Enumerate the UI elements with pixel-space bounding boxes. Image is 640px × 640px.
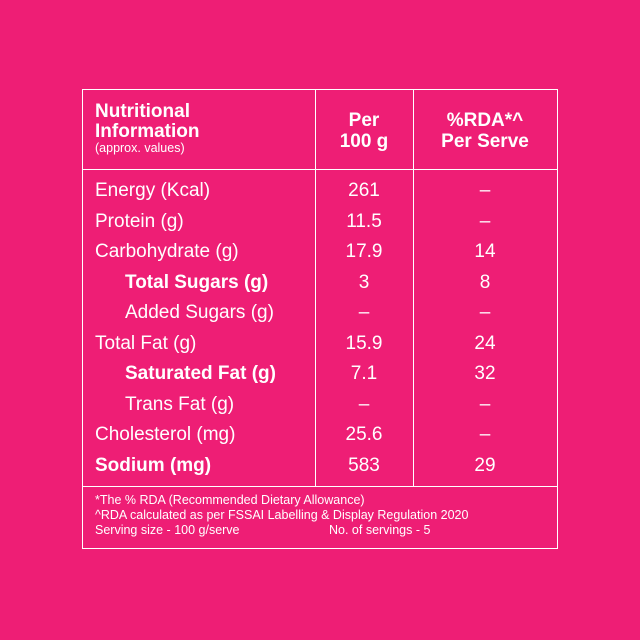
per-100g-value: – <box>358 302 370 323</box>
table-row: Total Fat (g) 15.9 24 <box>83 329 557 360</box>
rda-value: 8 <box>479 271 491 293</box>
table-row: Total Sugars (g) 3 8 <box>83 268 557 299</box>
rda-value: 24 <box>474 332 496 354</box>
table-row: Cholesterol (mg) 25.6 – <box>83 420 557 451</box>
regulation-footnote: ^RDA calculated as per FSSAI Labelling &… <box>95 508 469 522</box>
rda-value: – <box>479 180 491 201</box>
table-row: Protein (g) 11.5 – <box>83 207 557 238</box>
per-100g-value: 583 <box>348 454 380 476</box>
rda-value: 29 <box>474 454 496 476</box>
rda-footnote: *The % RDA (Recommended Dietary Allowanc… <box>95 493 365 507</box>
per-100g-value: 3 <box>358 271 370 293</box>
table-row: Added Sugars (g) – – <box>83 298 557 329</box>
nutrient-label: Total Sugars (g) <box>125 271 269 293</box>
column-divider <box>315 90 316 487</box>
nutrient-label: Protein (g) <box>95 210 184 232</box>
header-divider <box>83 169 557 170</box>
nutrient-label: Cholesterol (mg) <box>95 424 236 445</box>
title-line-1: Nutritional <box>95 101 190 122</box>
per-100g-value: 15.9 <box>345 332 383 354</box>
table-row: Saturated Fat (g) 7.1 32 <box>83 359 557 390</box>
rda-value: 14 <box>474 241 496 262</box>
table-row: Energy (Kcal) 261 – <box>83 176 557 207</box>
table-row: Sodium (mg) 583 29 <box>83 451 557 482</box>
nutrient-rows: Energy (Kcal) 261 – Protein (g) 11.5 – C… <box>83 176 557 481</box>
nutrient-label: Saturated Fat (g) <box>125 363 276 384</box>
table-row: Trans Fat (g) – – <box>83 390 557 421</box>
per-100g-value: 25.6 <box>345 424 383 445</box>
column-header-per-100g: Per 100 g <box>339 110 389 152</box>
rda-value: – <box>479 393 491 415</box>
table-row: Carbohydrate (g) 17.9 14 <box>83 237 557 268</box>
title-line-2: Information <box>95 121 200 142</box>
per-100g-value: 261 <box>348 180 380 201</box>
per-100g-value: 17.9 <box>345 241 383 262</box>
per-100g-value: – <box>358 393 370 415</box>
rda-value: – <box>479 302 491 323</box>
per-100g-value: 11.5 <box>346 210 382 232</box>
rda-value: – <box>479 210 491 232</box>
nutrient-label: Carbohydrate (g) <box>95 241 239 262</box>
footnotes: *The % RDA (Recommended Dietary Allowanc… <box>95 493 468 538</box>
nutrient-label: Added Sugars (g) <box>125 302 274 323</box>
nutrition-table: Nutritional Information (approx. values)… <box>82 89 558 549</box>
serving-info: Serving size - 100 g/serve No. of servin… <box>95 523 468 538</box>
nutrient-label: Trans Fat (g) <box>125 393 235 415</box>
nutrient-label: Energy (Kcal) <box>95 180 211 201</box>
footer-divider <box>83 486 557 487</box>
title-subtitle: (approx. values) <box>95 141 185 155</box>
rda-value: 32 <box>474 363 496 384</box>
column-divider <box>413 90 414 487</box>
serving-size: Serving size - 100 g/serve <box>95 523 240 537</box>
nutrient-label: Total Fat (g) <box>95 332 197 354</box>
servings-count: No. of servings - 5 <box>329 523 431 537</box>
nutrient-label: Sodium (mg) <box>95 454 212 476</box>
rda-value: – <box>479 424 491 445</box>
per-100g-value: 7.1 <box>350 363 378 384</box>
table-title: Nutritional Information (approx. values) <box>95 102 200 155</box>
column-header-rda: %RDA*^ Per Serve <box>441 110 529 152</box>
